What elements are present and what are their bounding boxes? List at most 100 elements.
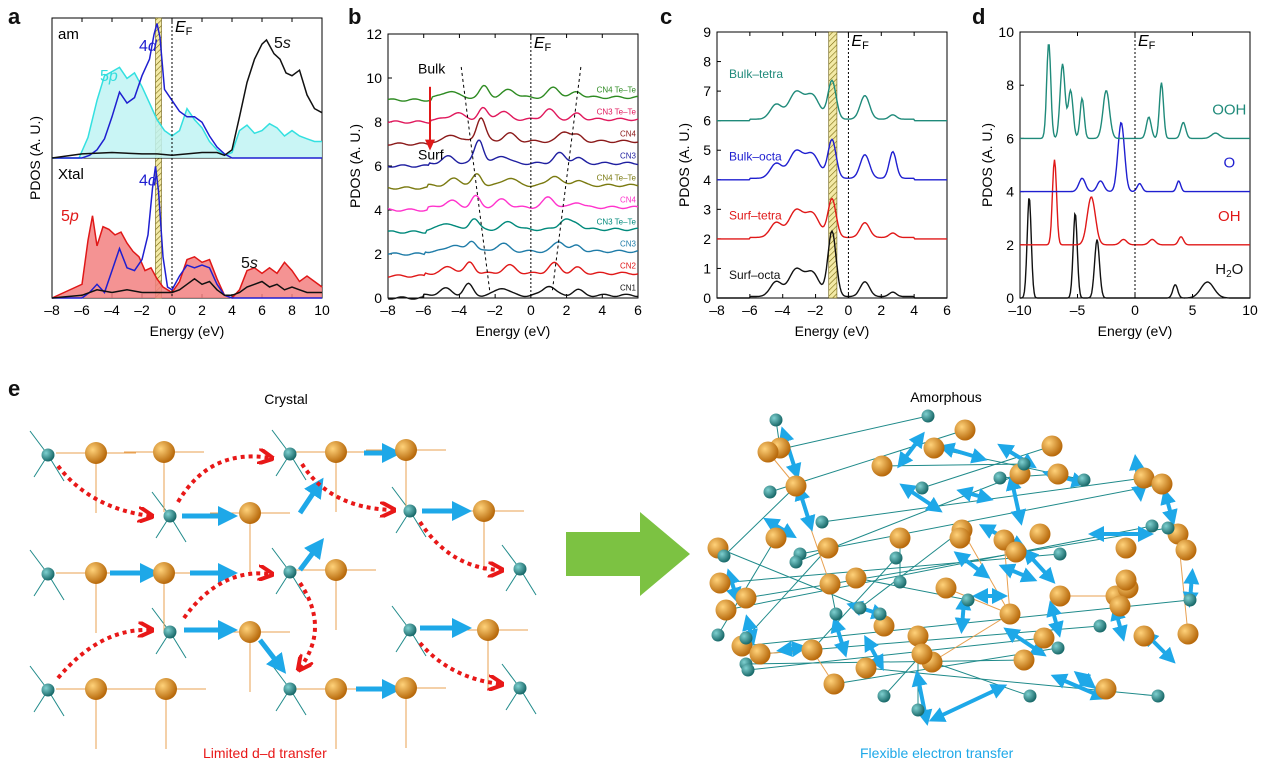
metal-atom [1177,623,1199,645]
te-atom [403,504,417,518]
orbital-label: 4d [139,38,158,55]
y-tick-label: 0 [703,290,711,306]
metal-atom [709,572,731,594]
x-tick-label: –5 [1070,302,1086,318]
series-line-Surf–octa [717,229,947,299]
series-fill-5p [52,67,322,158]
series-label: CN2 [620,261,637,270]
schematic-e: Crystal Amorphous [29,389,1200,749]
y-tick-label: 0 [1006,290,1014,306]
blue-transfer-arrow [954,594,972,634]
x-tick-label: –2 [808,302,824,318]
metal-atom [817,537,839,559]
series-line-Bulk–tetra [717,79,947,122]
series-label: CN1 [620,283,637,292]
blue-transfer-arrow [830,616,850,658]
bulk-annotation: Bulk [418,61,446,77]
series-line-O [1020,121,1250,193]
panel-letter-a: a [8,4,21,29]
y-tick-label: 4 [374,202,382,218]
metal-atom [923,437,945,459]
x-tick-label: 0 [527,302,535,318]
bond [931,613,1011,663]
x-tick-label: 2 [198,302,206,318]
blue-transfer-arrow [1046,600,1064,638]
x-tick-label: –2 [134,302,150,318]
metal-atom [1151,473,1173,495]
fermi-label: EF [534,35,552,54]
te-atom [893,575,907,589]
blue-transfer-arrow [794,484,816,532]
metal-atom [85,678,107,700]
y-tick-label: 8 [703,54,711,70]
blue-transfer-arrow [928,684,1008,722]
te-atom [741,663,755,677]
blue-transfer-arrow [864,634,884,672]
panel-letter-c: c [660,4,673,29]
te-atom [41,683,55,697]
y-tick-label: 6 [374,158,382,174]
x-tick-label: –8 [380,302,396,318]
te-atom [877,689,891,703]
x-tick-label: 2 [563,302,571,318]
te-atom [1145,519,1159,533]
series-line-CN3 [387,240,639,256]
metal-atom [395,439,417,461]
series-label: CN4 Te–Te [597,85,637,94]
series-line-OOH [1020,44,1250,140]
x-axis-label: Energy (eV) [1098,323,1173,339]
te-atom [993,471,1007,485]
bond [767,415,929,453]
metal-atom [1029,523,1051,545]
x-tick-label: –4 [452,302,468,318]
series-label: Surf–tetra [729,209,782,223]
x-axis-label: Energy (eV) [150,323,225,339]
series-label: Bulk–octa [729,150,782,164]
series-line-CN4 Te–Te [387,172,639,190]
metal-atom [871,455,893,477]
bulk-surf-arrowhead [425,139,435,151]
x-tick-label: –6 [416,302,432,318]
metal-atom [715,599,737,621]
blue-transfer-arrow [298,538,324,572]
bond [723,485,797,557]
te-atom [763,485,777,499]
blue-transfer-arrow [998,563,1038,583]
metal-atom [735,587,757,609]
metal-atom [1175,539,1197,561]
y-tick-label: 2 [703,231,711,247]
series-line-5p [52,66,322,159]
metal-atom [1133,467,1155,489]
metal-atom [855,657,877,679]
blue-transfer-arrow [1005,474,1027,526]
metal-atom [1005,541,1027,563]
y-tick-label: 3 [703,201,711,217]
metal-atom [801,639,823,661]
x-tick-label: –4 [104,302,120,318]
te-atom [915,481,929,495]
te-atom [911,703,925,717]
series-line-CN2 [387,261,639,278]
amorphous-caption: Flexible electron transfer [860,745,1014,761]
metal-atom [153,562,175,584]
metal-atom [823,673,845,695]
x-tick-label: 4 [228,302,236,318]
x-axis-label: Energy (eV) [476,323,551,339]
bond [747,637,1045,671]
series-line-CN3 Te–Te [387,218,638,234]
orbital-label: 5s [241,255,258,272]
metal-atom [749,643,771,665]
chart-d: –10 –5 0 5 10 0 2 4 6 8 10 Energy (eV) PDOS (A. U.) H… [979,24,1258,339]
metal-atom [845,567,867,589]
red-transfer-arrow [418,641,500,684]
metal-atom [819,573,841,595]
x-tick-label: –6 [742,302,758,318]
x-tick-label: 2 [877,302,885,318]
te-atom [717,549,731,563]
y-tick-label: 7 [703,83,711,99]
te-atom [1051,641,1065,655]
te-atom [1151,689,1165,703]
x-tick-label: –2 [487,302,503,318]
y-tick-label: 2 [1006,237,1014,253]
blue-transfer-arrow [1022,548,1056,584]
